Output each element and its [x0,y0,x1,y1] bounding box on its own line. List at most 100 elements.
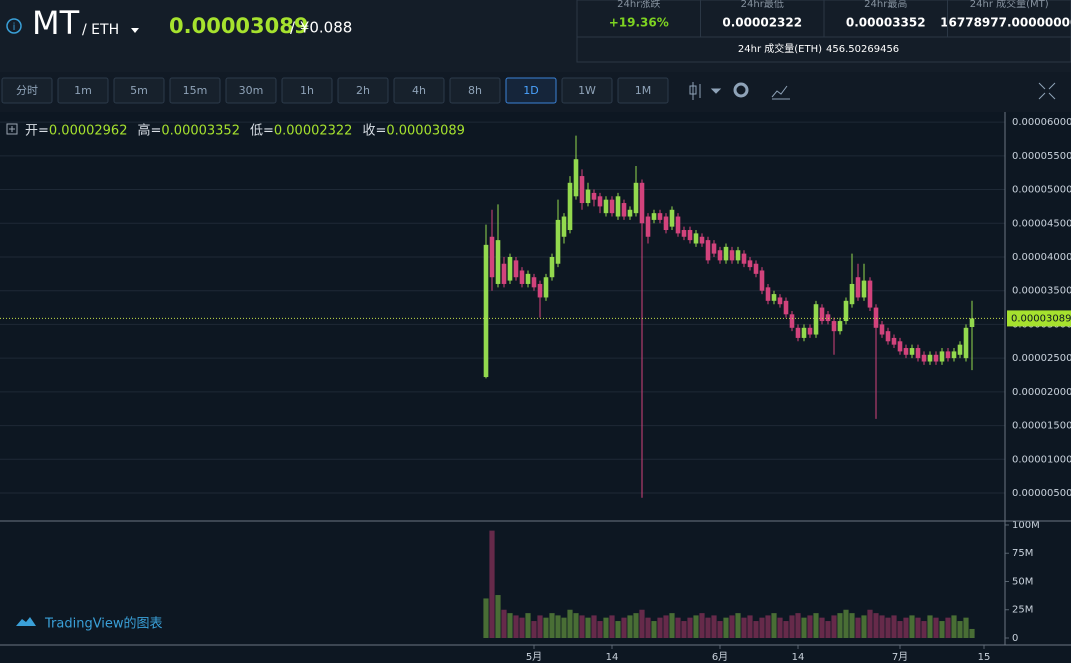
volume-bar [933,617,939,638]
button-label[interactable]: 4h [412,84,426,97]
button-frame[interactable] [505,77,557,104]
button-frame[interactable] [169,77,221,104]
button-label[interactable]: 1M [635,84,652,97]
volume-bar [807,615,813,638]
dropdown-arrow[interactable] [131,28,139,33]
button-frame[interactable] [57,77,109,104]
volume-bar [627,615,633,638]
timeframe-button[interactable]: 1M [617,77,669,104]
y-tick-label: 0.00001500 [1012,421,1071,432]
button-label[interactable]: 1W [578,84,596,97]
candle-body [837,321,843,332]
y-tick-label: 75M [1012,548,1033,559]
button-frame[interactable] [561,77,613,104]
volume-bar [729,615,735,638]
timeframe-button[interactable]: 30m [225,77,277,104]
button-label[interactable]: 5m [130,84,148,97]
button-label[interactable]: 8h [468,84,482,97]
candle-body [585,189,591,204]
volume-bar [819,617,825,638]
button-frame[interactable] [393,77,445,104]
candle-body [867,280,873,308]
stat-value: 16778977.00000000 [940,16,1071,30]
volume-bar [915,617,921,638]
volume-bar [813,613,819,638]
timeframe-button[interactable]: 分时 [1,77,53,104]
candle-body [723,246,729,261]
stat-eth-label: 24hr 成交量(ETH) [738,42,822,55]
stats-panel: 24hr涨跌 +19.36% 24hr最低 0.00002322 24hr最高 0.000… [576,0,1071,63]
quote[interactable]: / ETH [82,22,119,38]
volume-bar [783,621,789,638]
legend-label: 开= [25,124,49,139]
stat-label: 24hr 成交量(MT) [970,0,1049,10]
stat-eth-value: 456.50269456 [826,44,899,55]
button-frame[interactable] [617,77,669,104]
timeframe-button[interactable]: 4h [393,77,445,104]
volume-bar [513,615,519,638]
info-icon[interactable] [6,18,22,34]
button-frame[interactable] [449,77,501,104]
timeframe-button[interactable]: 15m [169,77,221,104]
candle-icon-body[interactable] [689,85,697,95]
timeframe-button[interactable]: 1D [505,77,557,104]
chart: 0.00000500 0.00001000 0.00001500 0.00002000… [0,112,1071,663]
button-label[interactable]: 分时 [16,84,38,97]
button-frame[interactable] [113,77,165,104]
volume-bar [765,615,771,638]
button-label[interactable]: 1D [523,84,538,97]
candle-body [633,182,639,214]
volume-bar [663,615,669,638]
candle-body [957,344,963,355]
last-price-box [1007,310,1071,327]
watermark[interactable]: TradingView的图表 [44,616,163,632]
volume-bar [543,617,549,638]
candle-dropdown[interactable] [710,88,722,94]
y-tick-label: 0.00001000 [1012,454,1071,465]
volume-bar [945,617,951,638]
candle-body [801,327,807,338]
timeframe-button[interactable]: 1W [561,77,613,104]
candle-body [729,250,735,261]
volume-bar [495,595,501,638]
button-frame[interactable] [281,77,333,104]
volume-bar [573,613,579,638]
volume-bar [867,609,873,638]
button-frame[interactable] [1,77,53,104]
fullscreen-icon[interactable] [1038,82,1056,100]
button-frame[interactable] [337,77,389,104]
timeframe-button[interactable]: 8h [449,77,501,104]
candle-body [591,192,597,200]
candle-body [579,176,585,204]
candle-body [495,240,501,284]
legend-value: 0.00003352 [161,124,240,139]
timeframe-button[interactable]: 5m [113,77,165,104]
legend-toggle[interactable] [6,123,18,135]
candle-body [645,216,651,237]
candle-icon[interactable] [692,82,701,100]
button-label[interactable]: 1h [300,84,314,97]
timeframe-button[interactable]: 1h [281,77,333,104]
timeframe-button[interactable]: 2h [337,77,389,104]
button-label[interactable]: 2h [356,84,370,97]
indicator-icon[interactable] [771,85,790,100]
button-label[interactable]: 15m [183,84,208,97]
candle-body [717,250,723,261]
candle-body [663,216,669,231]
settings-icon[interactable] [733,82,749,98]
candle-body [885,331,891,342]
tv-logo [16,617,36,626]
volume-bar [951,615,957,638]
timeframe-button[interactable]: 1m [57,77,109,104]
volume-bar [795,613,801,638]
candle-body [909,348,915,355]
button-frame[interactable] [225,77,277,104]
candle-body [549,256,555,278]
stat-value: +19.36% [609,16,669,30]
candle-body [831,321,837,332]
candle-body [603,199,609,214]
volume-bar [849,613,855,638]
volume-bar [633,613,639,638]
button-label[interactable]: 1m [74,84,92,97]
button-label[interactable]: 30m [239,84,264,97]
